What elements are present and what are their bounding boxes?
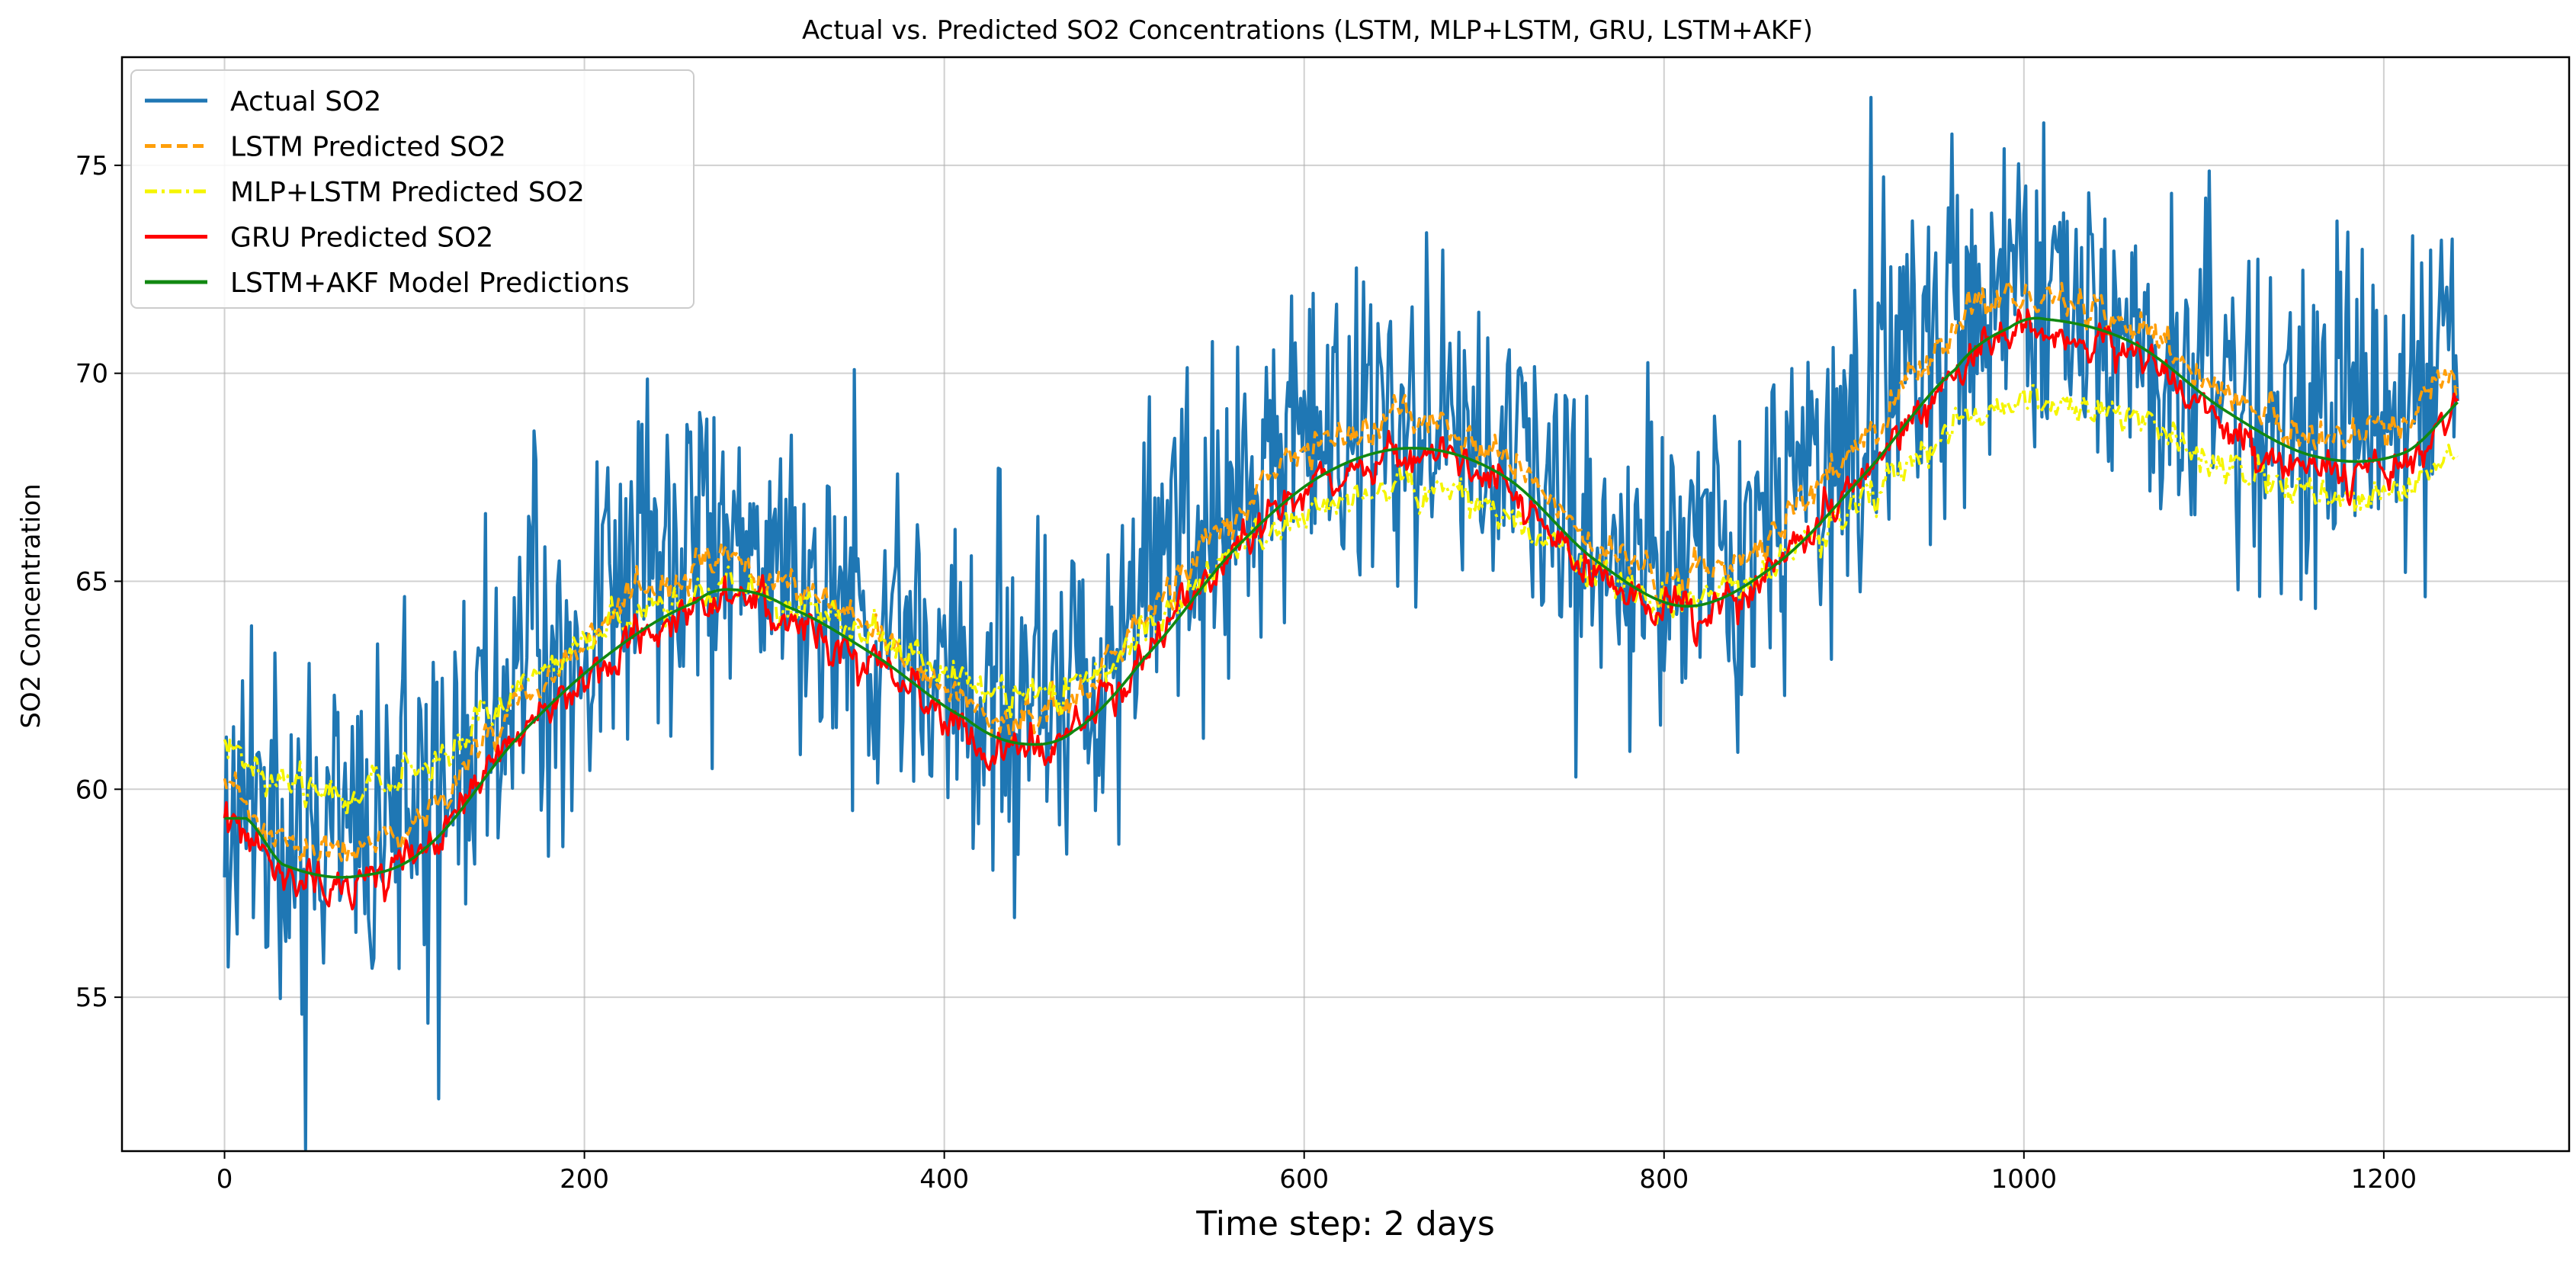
x-tick-label: 0 <box>217 1164 233 1195</box>
series-line-1 <box>223 279 2459 862</box>
y-axis-ticks: 55 60 65 70 75 <box>75 151 122 1013</box>
x-tick-label: 200 <box>560 1164 609 1195</box>
x-axis-label: Time step: 2 days <box>1195 1204 1495 1243</box>
series-line-3 <box>223 308 2459 911</box>
legend-label: GRU Predicted SO2 <box>230 223 493 254</box>
chart-title: Actual vs. Predicted SO2 Concentrations … <box>802 15 1813 46</box>
x-tick-label: 1000 <box>1991 1164 2058 1195</box>
legend-label: Actual SO2 <box>230 86 381 117</box>
axes-frame <box>120 56 2571 1153</box>
legend: Actual SO2 LSTM Predicted SO2 MLP+LSTM Pre… <box>130 69 695 309</box>
legend-label: LSTM+AKF Model Predictions <box>230 268 630 299</box>
series-line-2 <box>223 383 2459 818</box>
y-tick-label: 65 <box>75 566 108 597</box>
x-axis-ticks: 0 200 400 600 800 1000 1200 <box>217 1151 2417 1195</box>
series-line-0 <box>223 95 2459 1151</box>
plot-lines <box>223 95 2459 1151</box>
x-tick-label: 800 <box>1639 1164 1689 1195</box>
x-tick-label: 400 <box>919 1164 969 1195</box>
x-tick-label: 1200 <box>2351 1164 2417 1195</box>
x-tick-label: 600 <box>1279 1164 1329 1195</box>
legend-box <box>130 69 695 309</box>
y-tick-label: 70 <box>75 359 108 390</box>
y-tick-label: 60 <box>75 775 108 805</box>
y-tick-label: 75 <box>75 151 108 181</box>
y-tick-label: 55 <box>75 983 108 1013</box>
series-line-4 <box>224 316 2459 879</box>
y-axis-label: SO2 Concentration <box>16 483 47 728</box>
legend-label: MLP+LSTM Predicted SO2 <box>230 177 585 208</box>
legend-label: LSTM Predicted SO2 <box>230 132 506 163</box>
